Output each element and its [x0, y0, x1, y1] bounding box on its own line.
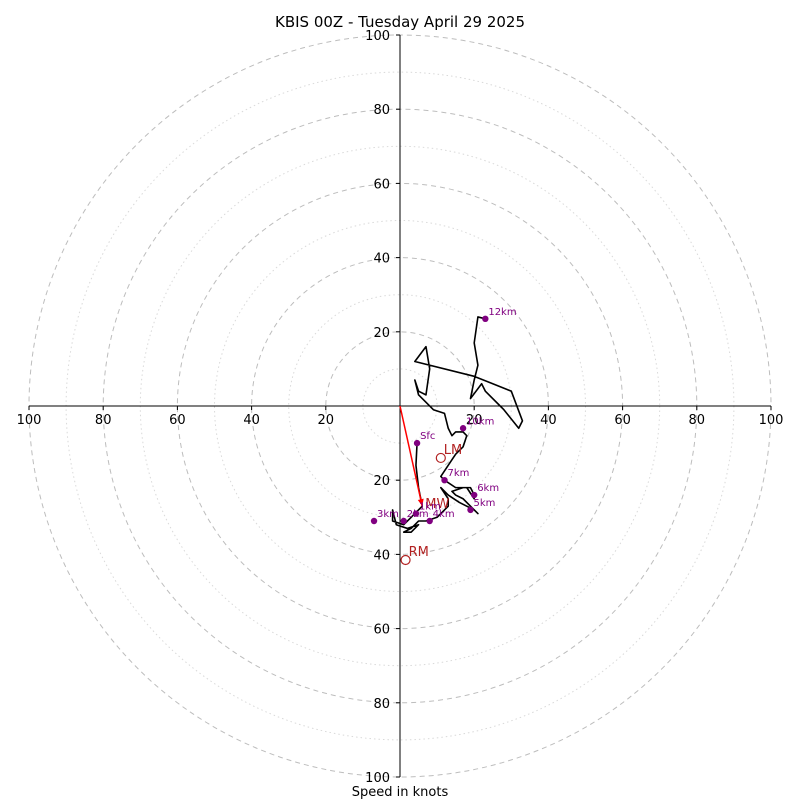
height-label: 7km: [448, 468, 470, 479]
height-label: 10km: [466, 416, 494, 427]
hodograph-trace: [391, 316, 524, 533]
height-label: 6km: [477, 483, 499, 494]
height-marker: [459, 425, 467, 432]
height-marker: [413, 439, 421, 447]
y-tick-label: 20: [373, 474, 390, 489]
y-tick-label: 40: [373, 548, 390, 563]
x-axis-label: Speed in knots: [352, 785, 449, 800]
height-marker: [370, 517, 378, 525]
x-tick-label: 40: [540, 413, 557, 428]
y-tick-label: 100: [365, 29, 390, 44]
height-marker: [482, 315, 489, 323]
height-label: 5km: [473, 498, 495, 509]
height-marker: [467, 506, 474, 514]
height-label: 2km: [407, 509, 429, 520]
mean-wind-arrowhead: [417, 498, 424, 507]
x-tick-label: 80: [95, 413, 112, 428]
x-tick-label: 100: [17, 413, 42, 428]
height-marker: [400, 517, 407, 525]
storm-motion: MW LM RM: [399, 405, 462, 566]
right-mover-marker: [400, 554, 411, 566]
height-marker: [441, 477, 448, 484]
height-label: 1km: [419, 502, 441, 513]
y-tick-label: 80: [373, 103, 390, 118]
y-tick-label: 100: [365, 771, 390, 786]
y-tick-label: 60: [373, 177, 390, 192]
mean-wind-label: MW: [425, 497, 449, 512]
tick-labels: 100 80 60 40 20 20 40 60 80 100 100 80 60 40 20 20 40 60 8…: [17, 29, 784, 786]
x-tick-label: 60: [614, 413, 631, 428]
x-tick-label: 40: [243, 413, 260, 428]
height-marker: [412, 510, 420, 517]
height-label: Sfc: [420, 431, 435, 442]
height-label: 4km: [433, 509, 455, 520]
left-mover-marker: [435, 452, 446, 464]
x-tick-label: 20: [318, 413, 335, 428]
height-label: 3km: [377, 509, 399, 520]
height-label: 12km: [488, 307, 516, 318]
x-tick-label: 80: [689, 413, 706, 428]
hodograph-line: [391, 316, 524, 533]
right-mover-label: RM: [409, 545, 429, 560]
height-marker: [471, 491, 478, 499]
mean-wind-vector: [399, 405, 423, 507]
x-tick-label: 20: [466, 413, 483, 428]
x-tick-label: 60: [169, 413, 186, 428]
y-tick-label: 80: [373, 697, 390, 712]
height-marker: [426, 517, 433, 525]
chart-title: KBIS 00Z - Tuesday April 29 2025: [275, 13, 525, 31]
x-tick-label: 100: [759, 413, 784, 428]
y-tick-label: 40: [373, 252, 390, 267]
y-tick-label: 20: [373, 326, 390, 341]
left-mover-label: LM: [444, 443, 462, 458]
y-tick-label: 60: [373, 623, 390, 638]
